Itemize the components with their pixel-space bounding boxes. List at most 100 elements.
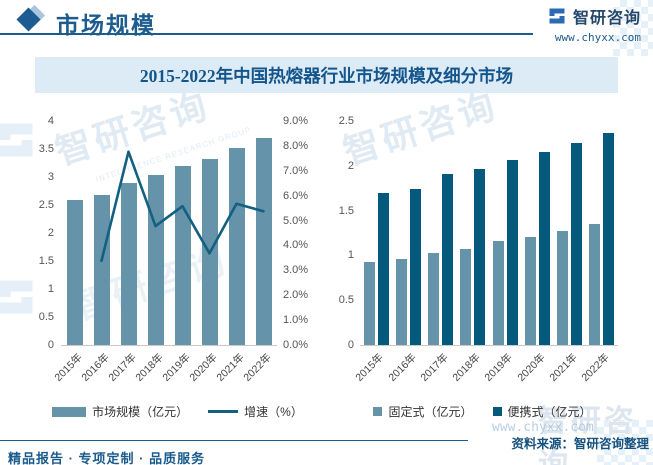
diamond-icon — [16, 4, 46, 33]
bar-group — [457, 122, 489, 345]
market-size-bar — [228, 148, 245, 345]
market-size-bar — [255, 137, 272, 345]
market-size-bar — [66, 199, 83, 345]
chart2-bars — [360, 122, 618, 345]
axis-tick-label: 4.0% — [283, 239, 309, 252]
axis-tick-label: 6.0% — [283, 189, 309, 202]
fixed-bar — [557, 230, 569, 345]
square-swatch — [373, 407, 383, 416]
header-divider — [0, 33, 533, 35]
x-axis-slot: 2022年 — [241, 346, 277, 394]
legend-label: 便携式（亿元） — [507, 405, 592, 419]
bar-slot — [88, 122, 115, 345]
portable-bar — [474, 169, 486, 345]
legend-item-growth: 增速（%） — [208, 403, 303, 420]
chart2-left-axis: 2.5 2 1.5 1 0.5 0 — [330, 115, 354, 352]
axis-tick-label: 2.5 — [338, 115, 354, 127]
axis-tick-label: 2.0% — [283, 289, 309, 302]
fixed-bar — [524, 237, 536, 345]
x-axis-slot: 2022年 — [579, 346, 618, 394]
bar-group — [521, 122, 553, 345]
portable-bar — [538, 152, 550, 345]
legend-item-portable: 便携式（亿元） — [492, 403, 592, 420]
chart-title-band: 2015-2022年中国热熔器行业市场规模及细分市场 — [35, 57, 618, 93]
fixed-bar — [492, 240, 504, 345]
chart1-legend: 市场规模（亿元） 增速（%） — [35, 403, 320, 420]
axis-tick-label: 0.5 — [38, 311, 54, 323]
chart2-legend: 固定式（亿元） 便携式（亿元） — [335, 403, 630, 420]
bar-swatch — [52, 406, 87, 417]
bar-slot — [223, 122, 250, 345]
chart1-left-axis: 4 3.5 3 2.5 2 1.5 1 0.5 0 — [28, 115, 54, 352]
legend-label: 市场规模（亿元） — [92, 405, 189, 419]
growth-line-chart — [100, 150, 265, 263]
portable-bar — [377, 193, 389, 345]
axis-tick-label: 2.5 — [38, 199, 54, 211]
legend-item-market-size: 市场规模（亿元） — [52, 403, 188, 420]
axis-tick-label: 4 — [47, 115, 54, 127]
bar-group — [392, 122, 424, 345]
fixed-bar — [460, 248, 472, 345]
axis-tick-label: 0.5 — [338, 294, 354, 307]
axis-tick-label: 2 — [347, 159, 354, 172]
brand-url: www.chyxx.com — [554, 31, 641, 44]
bar-slot — [115, 122, 142, 345]
legend-label: 增速（%） — [244, 405, 303, 419]
x-axis-label: 2015年 — [51, 351, 85, 384]
chart1-plot — [61, 122, 277, 346]
market-size-bar — [93, 194, 110, 345]
fixed-bar — [428, 253, 440, 345]
axis-tick-label: 7.0% — [283, 164, 309, 177]
fixed-bar — [395, 258, 407, 345]
axis-tick-label: 8.0% — [283, 139, 309, 152]
axis-tick-label: 1.0% — [283, 314, 309, 326]
axis-tick-label: 0 — [347, 338, 354, 351]
axis-tick-label: 0.0% — [283, 338, 309, 351]
legend-label: 固定式（亿元） — [388, 405, 473, 419]
brand-name: 智研咨询 — [572, 10, 641, 27]
portable-bar — [571, 142, 583, 345]
footer-divider — [0, 440, 468, 441]
legend-item-fixed: 固定式（亿元） — [373, 403, 473, 420]
portable-bar — [409, 188, 421, 345]
data-source: 资料来源：智研咨询整理 — [511, 437, 649, 451]
axis-tick-label: 3.0% — [283, 264, 309, 277]
brand-logo-icon — [549, 8, 565, 24]
services-tagline: 精品报告 · 专项定制 · 品质服务 — [8, 451, 206, 465]
axis-tick-label: 1 — [47, 283, 54, 295]
fixed-bar — [589, 223, 601, 345]
bar-group — [586, 122, 618, 345]
axis-tick-label: 2 — [47, 227, 54, 239]
portable-bar — [442, 173, 454, 345]
x-axis-label: 2015年 — [353, 351, 387, 384]
chart-title: 2015-2022年中国热熔器行业市场规模及细分市场 — [139, 65, 514, 86]
bar-group — [360, 122, 392, 345]
axis-tick-label: 0 — [47, 339, 54, 351]
bar-slot — [61, 122, 88, 345]
axis-tick-label: 1 — [347, 249, 354, 262]
bar-slot — [250, 122, 277, 345]
growth-line — [100, 150, 265, 263]
brand-logo: 智研咨询 www.chyxx.com — [547, 4, 641, 44]
chart2-x-axis: 2015年 2016年 2017年 2018年 2019年 2020年 2021年 2022年 — [354, 346, 618, 394]
fixed-bar — [363, 262, 375, 345]
square-swatch — [492, 407, 502, 416]
header: 市场规模 智研咨询 www.chyxx.com — [0, 0, 653, 48]
market-size-bar — [120, 182, 137, 345]
bar-group — [425, 122, 457, 345]
chart1-right-axis: 9.0% 8.0% 7.0% 6.0% 5.0% 4.0% 3.0% 2.0% 1.0% 0.0% — [283, 115, 323, 352]
axis-tick-label: 3.5 — [38, 143, 54, 155]
axis-tick-label: 5.0% — [283, 214, 309, 227]
axis-tick-label: 1.5 — [338, 204, 354, 217]
portable-bar — [506, 160, 518, 345]
line-swatch — [208, 410, 239, 413]
chart1-bars — [61, 122, 277, 345]
portable-bar — [603, 132, 615, 345]
axis-tick-label: 9.0% — [283, 115, 309, 127]
axis-tick-label: 3 — [47, 171, 54, 183]
bar-group — [489, 122, 521, 345]
chart1-x-axis: 2015年 2016年 2017年 2018年 2019年 2020年 2021年 2022年 — [52, 346, 277, 394]
chart2-plot — [360, 122, 618, 346]
bar-group — [554, 122, 586, 345]
